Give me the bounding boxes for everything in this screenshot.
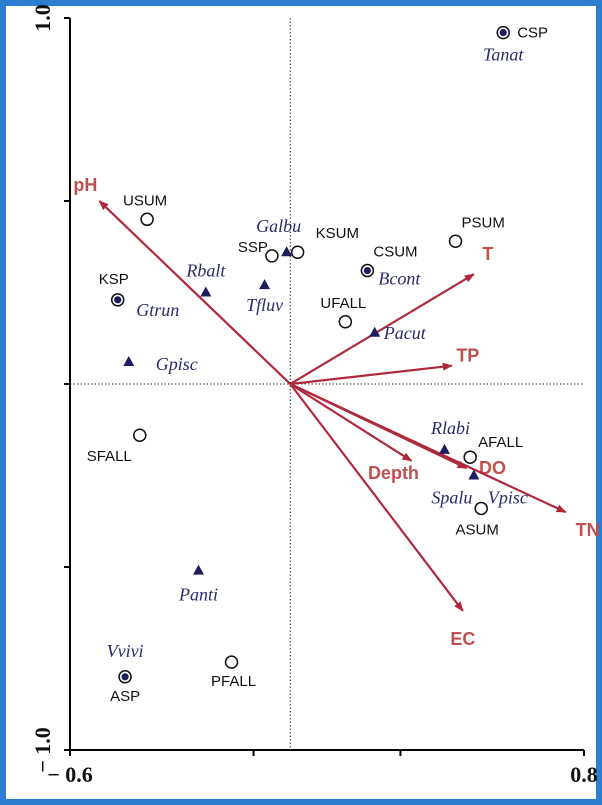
x-tick-label: − 0.6 — [47, 762, 93, 787]
env-vector-t — [289, 273, 475, 385]
site-label-csp: CSP — [517, 25, 548, 42]
species-marker-gpisc — [123, 356, 135, 367]
env-label-tp: TP — [456, 346, 479, 366]
species-label-tfluv: Tfluv — [246, 295, 283, 315]
species-marker-pacut — [369, 326, 381, 337]
site-marker-ufall — [338, 315, 353, 329]
species-label-vvivi: Vvivi — [107, 641, 144, 661]
env-label-t: T — [482, 244, 493, 264]
site-label-ksp: KSP — [99, 271, 129, 288]
site-marker-pfall — [224, 655, 239, 669]
site-label-ssp: SSP — [238, 239, 268, 256]
site-label-asp: ASP — [110, 688, 140, 705]
site-label-ufall: UFALL — [320, 295, 366, 312]
site-marker-afall — [463, 450, 477, 464]
env-label-do: DO — [479, 458, 506, 478]
site-label-psum: PSUM — [462, 214, 505, 231]
env-label-tn: TN — [576, 520, 600, 540]
species-marker-rlabi — [438, 443, 450, 454]
species-label-bcont: Bcont — [378, 269, 421, 289]
species-label-galbu: Galbu — [256, 216, 301, 236]
site-marker-sfall — [133, 428, 147, 442]
species-label-tanat: Tanat — [483, 45, 524, 65]
species-label-gpisc: Gpisc — [156, 354, 198, 374]
env-label-depth: Depth — [368, 463, 419, 483]
env-vector-ph — [98, 200, 292, 385]
x-tick-label: 0.8 — [570, 762, 598, 787]
env-vector-depth — [289, 383, 413, 462]
env-label-ec: EC — [450, 629, 475, 649]
species-marker-tfluv — [259, 279, 271, 290]
species-marker-rbalt — [200, 286, 212, 297]
env-vector-tn — [289, 383, 567, 514]
site-marker-psum — [448, 234, 463, 249]
species-marker-panti — [193, 564, 204, 575]
site-label-ksum: KSUM — [316, 225, 359, 242]
site-fill-csp — [499, 29, 507, 37]
species-label-rbalt: Rbalt — [185, 261, 226, 281]
site-label-usum: USUM — [123, 192, 167, 209]
species-label-vpisc: Vpisc — [488, 488, 528, 508]
species-label-panti: Panti — [178, 585, 218, 605]
species-marker-spalu — [468, 469, 480, 480]
species-label-rlabi: Rlabi — [430, 418, 470, 438]
site-label-asum: ASUM — [456, 521, 499, 538]
species-marker-galbu — [281, 246, 293, 257]
env-vector-ec — [289, 383, 464, 612]
site-fill-ksp — [114, 296, 122, 304]
site-marker-ssp — [265, 249, 279, 263]
y-tick-label: 1.0 — [30, 4, 55, 32]
env-label-ph: pH — [73, 175, 97, 195]
site-marker-usum — [140, 212, 154, 227]
site-marker-asum — [474, 501, 488, 516]
site-label-pfall: PFALL — [211, 673, 256, 690]
species-label-spalu: Spalu — [431, 488, 472, 508]
site-label-sfall: SFALL — [87, 448, 132, 465]
site-fill-csum — [363, 266, 371, 275]
site-label-afall: AFALL — [478, 434, 523, 451]
site-fill-asp — [121, 673, 129, 681]
site-label-csum: CSUM — [373, 244, 417, 261]
env-vector-tp — [290, 362, 453, 386]
species-label-gtrun: Gtrun — [136, 300, 179, 320]
species-label-pacut: Pacut — [383, 323, 427, 343]
site-marker-ksum — [290, 245, 305, 259]
y-tick-label: − 1.0 — [30, 727, 55, 773]
